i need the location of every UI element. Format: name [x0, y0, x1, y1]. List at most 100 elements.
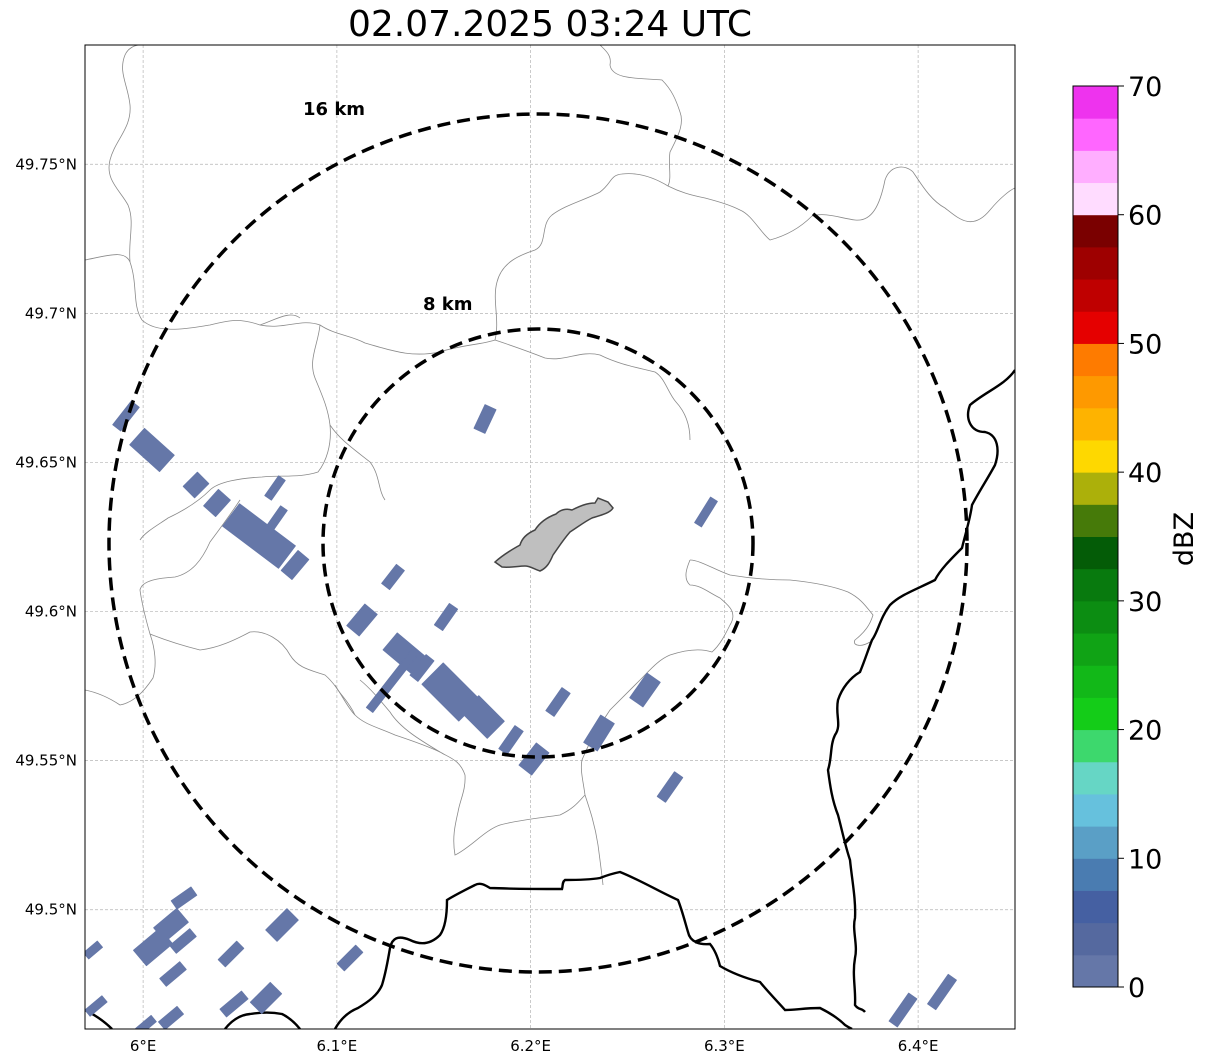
colorbar-bin	[1073, 665, 1118, 698]
colorbar-bin	[1073, 761, 1118, 795]
colorbar-bin	[1073, 793, 1118, 827]
radar-echo	[135, 1015, 157, 1029]
radar-echoes	[85, 400, 957, 1029]
colorbar-bin	[1073, 439, 1118, 473]
colorbar-tick-label: 70	[1128, 72, 1162, 103]
colorbar-bin	[1073, 86, 1118, 119]
range-ring-label-16km: 16 km	[303, 99, 365, 120]
colorbar-tick-label: 60	[1128, 201, 1162, 232]
range-ring-16km	[107, 112, 969, 974]
radar-echo	[694, 496, 718, 528]
colorbar-bin	[1073, 890, 1118, 924]
radar-echo	[433, 602, 459, 632]
radar-echo	[85, 995, 108, 1017]
colorbar-bin	[1073, 922, 1118, 956]
latitude-tick-label: 49.65°N	[15, 453, 77, 471]
radar-echo	[170, 886, 198, 910]
colorbar-bin	[1073, 118, 1118, 151]
longitude-tick-label: 6.2°E	[510, 1037, 551, 1055]
radar-echo	[112, 400, 140, 432]
colorbar-bin	[1073, 600, 1118, 634]
longitude-tick-label: 6.3°E	[704, 1037, 745, 1055]
radar-echo	[264, 475, 286, 501]
latitude-tick-label: 49.6°N	[25, 603, 77, 621]
range-rings	[107, 112, 969, 974]
radar-echo	[219, 990, 249, 1018]
colorbar-tick-label: 0	[1128, 973, 1145, 1004]
colorbar-bin	[1073, 343, 1118, 377]
radar-echo	[266, 505, 288, 531]
radar-echo	[629, 672, 661, 708]
colorbar-bin	[1073, 826, 1118, 859]
range-ring-8km	[321, 327, 755, 759]
longitude-tick-label: 6°E	[130, 1037, 157, 1055]
radar-echo	[498, 725, 524, 755]
radar-echo	[473, 404, 497, 434]
radar-echo	[280, 550, 310, 580]
colorbar-tick-label: 40	[1128, 458, 1162, 489]
radar-echo	[656, 771, 684, 803]
range-ring-label-8km: 8 km	[423, 294, 473, 315]
colorbar-bin	[1073, 697, 1118, 731]
colorbar-bin	[1073, 536, 1118, 570]
radar-echo	[583, 714, 615, 752]
radar-echo	[159, 961, 187, 987]
radar-echo	[888, 992, 918, 1028]
colorbar-frame	[1072, 85, 1119, 988]
longitude-tick-label: 6.1°E	[316, 1037, 357, 1055]
colorbar-bin	[1073, 504, 1118, 537]
colorbar-bin	[1073, 279, 1118, 312]
longitude-tick-label: 6.4°E	[898, 1037, 939, 1055]
colorbar-bin	[1073, 311, 1118, 344]
colorbar-bin	[1073, 568, 1118, 602]
radar-echo	[518, 742, 550, 776]
map-title: 02.07.2025 03:24 UTC	[347, 4, 753, 45]
colorbar-bin	[1073, 150, 1118, 184]
colorbar-bin	[1073, 246, 1118, 280]
latitude-tick-labels: 49.5°N 49.55°N 49.6°N 49.65°N 49.7°N 49.75°N	[15, 155, 77, 918]
radar-echo	[182, 471, 210, 499]
radar-echo	[461, 695, 505, 739]
colorbar-label: dBZ	[1169, 512, 1200, 566]
map-area: 8 km 16 km	[85, 45, 1015, 1029]
latitude-tick-label: 49.55°N	[15, 752, 77, 770]
radar-echo	[158, 1005, 184, 1029]
radar-echo	[169, 928, 197, 954]
radar-echo	[85, 940, 103, 960]
radar-echo	[336, 944, 364, 972]
colorbar-tick-label: 50	[1128, 329, 1162, 360]
colorbar-tick-label: 10	[1128, 844, 1162, 875]
latitude-tick-label: 49.75°N	[15, 155, 77, 173]
colorbar-bin	[1073, 472, 1118, 505]
colorbar-bin	[1073, 858, 1118, 891]
latitude-tick-label: 49.7°N	[25, 304, 77, 322]
radar-echo	[346, 603, 378, 637]
radar-echo	[203, 488, 231, 518]
radar-echo	[927, 973, 957, 1011]
radar-echo	[265, 908, 299, 942]
commune-boundaries	[85, 45, 1015, 886]
radar-echo	[381, 563, 405, 591]
colorbar-bin	[1073, 182, 1118, 216]
colorbar-bin	[1073, 954, 1118, 988]
national-borders	[85, 369, 1015, 1029]
colorbar-bin	[1073, 407, 1118, 441]
radar-echo	[249, 981, 283, 1015]
map-frame	[84, 44, 1016, 1030]
colorbar-bin	[1073, 214, 1118, 248]
radar-echo	[545, 687, 571, 717]
radar-echo	[133, 927, 173, 967]
radar-echo	[409, 654, 435, 682]
colorbar: 0 10 20 30 40 50 60 70	[1072, 72, 1162, 1004]
radar-echo	[365, 647, 421, 713]
colorbar-tick-label: 20	[1128, 716, 1162, 747]
latitude-tick-label: 49.5°N	[25, 901, 77, 919]
colorbar-tick-label: 30	[1128, 587, 1162, 618]
colorbar-bin	[1073, 729, 1118, 763]
radar-echo	[129, 427, 175, 473]
colorbar-bin	[1073, 375, 1118, 409]
radar-echo	[217, 940, 245, 968]
colorbar-bin	[1073, 633, 1118, 666]
city-area-polygon	[493, 497, 614, 572]
